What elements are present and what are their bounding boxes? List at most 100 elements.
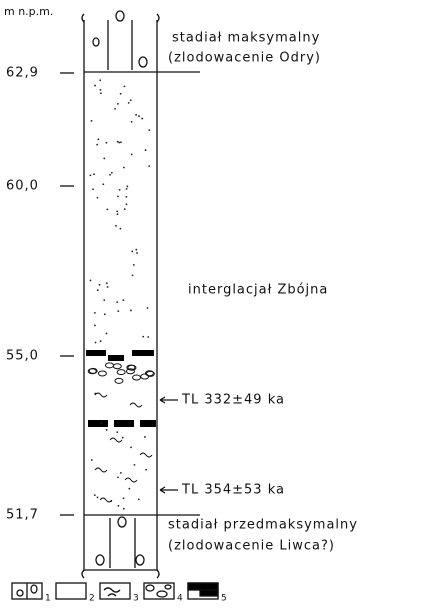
pattern [127,364,137,371]
pattern [123,85,126,88]
pattern [118,141,121,144]
pattern [100,422,103,424]
pattern [99,89,102,91]
pattern [117,195,119,198]
unit-label: (zlodowacenie Odry) [168,51,321,66]
pattern [122,299,125,302]
pattern [94,324,96,327]
axis-label: m n.p.m. [4,5,53,18]
pattern [106,208,109,211]
pattern [133,463,136,466]
pattern [130,153,133,156]
elevation: 51,7 [6,508,39,523]
legend-number: 5 [221,594,228,604]
pattern [99,79,102,82]
tl-date: TL 354±53 ka [181,483,285,498]
pattern [87,368,97,375]
pattern [132,263,135,266]
pattern [94,467,108,473]
pattern [138,115,140,118]
pattern [126,185,129,188]
column [60,10,200,579]
pattern [99,497,113,503]
unit-label: (zlodowacenie Liwca?) [168,539,335,554]
pattern [96,196,99,199]
pattern [137,498,140,501]
pattern [102,183,105,186]
pattern [121,436,124,439]
pattern [96,496,99,499]
pattern [131,274,134,277]
pattern [97,370,107,377]
pattern [94,84,96,87]
pattern [92,188,94,191]
pattern [147,336,150,338]
pattern [142,335,145,338]
legend-icons [11,582,219,600]
unit-label: interglacjał Zbójna [188,283,328,298]
pattern [116,431,119,434]
elevation: 62,9 [6,66,39,81]
pattern [110,171,113,174]
pattern [106,286,109,288]
pattern [89,174,92,177]
unit-label: stadiał przedmaksymalny [168,518,358,533]
pattern [114,377,124,384]
pattern [130,446,132,449]
pattern [105,282,108,285]
pattern [89,279,92,282]
unit-labels: stadiał maksymalny (zlodowacenie Odry) i… [168,31,358,554]
pattern [146,307,149,309]
pattern [135,114,137,116]
pattern [103,299,106,301]
pattern [117,310,120,313]
tl-date: TL 332±49 ka [181,393,285,408]
pattern [116,210,119,213]
pattern [99,340,102,343]
pattern [144,149,147,151]
pattern [144,436,146,438]
pattern [94,341,97,344]
pattern [97,138,100,141]
legend-number: 2 [89,594,96,604]
pattern [125,187,128,190]
pattern [116,369,126,376]
pattern [144,370,154,377]
pattern [139,452,153,458]
pattern [123,166,125,169]
pattern [129,402,143,408]
pattern [119,92,122,95]
pattern [117,102,119,105]
pattern [129,99,132,102]
pattern [120,141,122,144]
pattern [136,252,138,254]
pattern [90,120,93,122]
unit-label: stadiał maksymalny [172,31,320,46]
pattern [125,195,128,198]
pattern [119,227,122,230]
pattern [105,141,108,144]
pattern [109,173,111,176]
dates: TL 332±49 ka TL 354±53 ka [159,393,285,498]
pattern [117,504,120,507]
pattern [114,107,116,110]
pattern [125,203,128,206]
pattern [93,312,96,314]
pattern [90,459,93,461]
pattern [148,165,151,168]
pattern [93,494,96,497]
pattern [96,143,99,146]
pattern [124,477,138,483]
pattern [119,471,122,474]
pattern [141,117,144,120]
pattern [109,437,123,443]
pattern [130,120,133,123]
pattern [105,429,108,431]
pattern [127,101,130,104]
pattern [122,507,125,510]
legend-number: 1 [45,594,52,604]
pattern [130,309,132,312]
pattern [93,173,95,176]
pattern [118,188,121,191]
pattern [148,129,151,132]
